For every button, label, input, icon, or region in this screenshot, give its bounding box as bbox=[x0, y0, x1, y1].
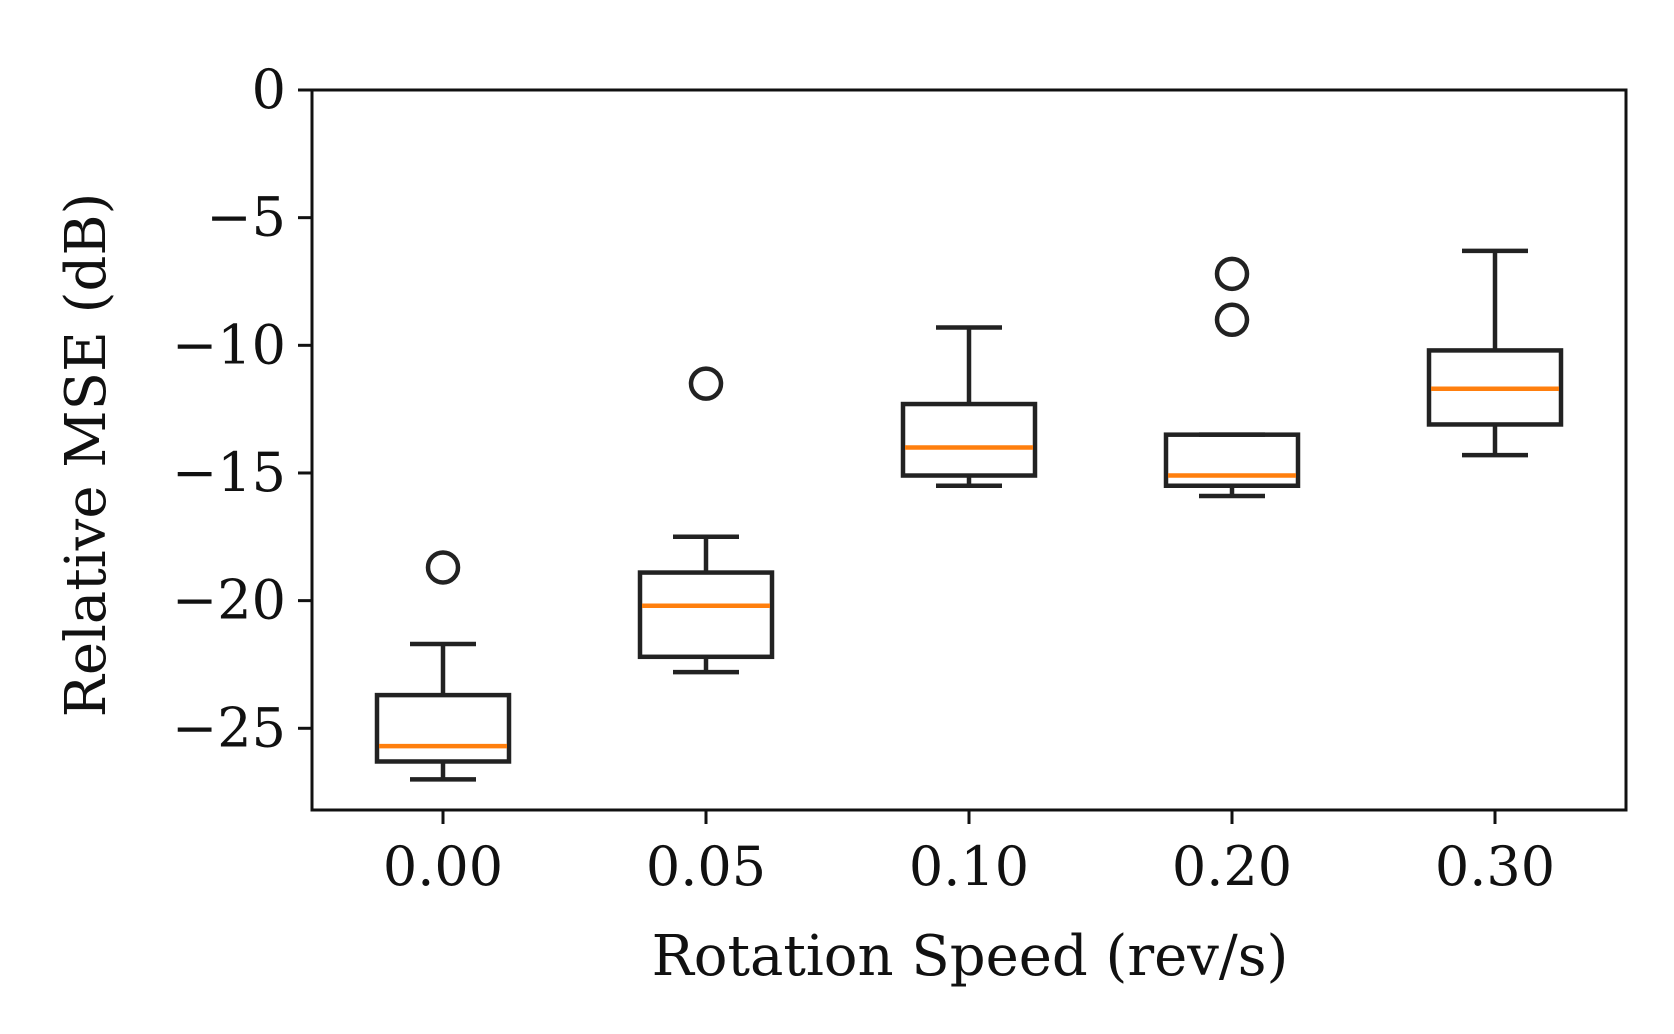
x-axis-label: Rotation Speed (rev/s) bbox=[652, 924, 1289, 989]
box-iqr bbox=[374, 692, 512, 764]
y-tick-label: −25 bbox=[172, 696, 286, 759]
box-iqr bbox=[1163, 432, 1301, 488]
y-tick-label: −20 bbox=[172, 569, 286, 632]
x-tick-label: 0.20 bbox=[1172, 835, 1292, 898]
x-tick-label: 0.30 bbox=[1435, 835, 1555, 898]
box-iqr bbox=[637, 570, 775, 660]
outlier-point bbox=[1214, 256, 1250, 292]
y-tick-label: −15 bbox=[172, 441, 286, 504]
box-iqr bbox=[900, 401, 1038, 478]
y-tick-label: −10 bbox=[172, 313, 286, 376]
box-iqr bbox=[1426, 348, 1564, 427]
x-tick-label: 0.00 bbox=[383, 835, 503, 898]
outlier-point bbox=[1214, 302, 1250, 338]
x-tick-label: 0.05 bbox=[646, 835, 766, 898]
x-tick-label: 0.10 bbox=[909, 835, 1029, 898]
y-tick-label: −5 bbox=[206, 186, 286, 249]
outlier-point bbox=[425, 550, 461, 585]
y-tick-label: 0 bbox=[252, 58, 286, 121]
outlier-point bbox=[688, 366, 724, 401]
y-axis-label: Relative MSE (dB) bbox=[54, 193, 119, 718]
plot-area: 0 −5 −10 −15 −20 −25 0.00 0.05 0.10 0.20 0.30 bbox=[172, 58, 1628, 898]
